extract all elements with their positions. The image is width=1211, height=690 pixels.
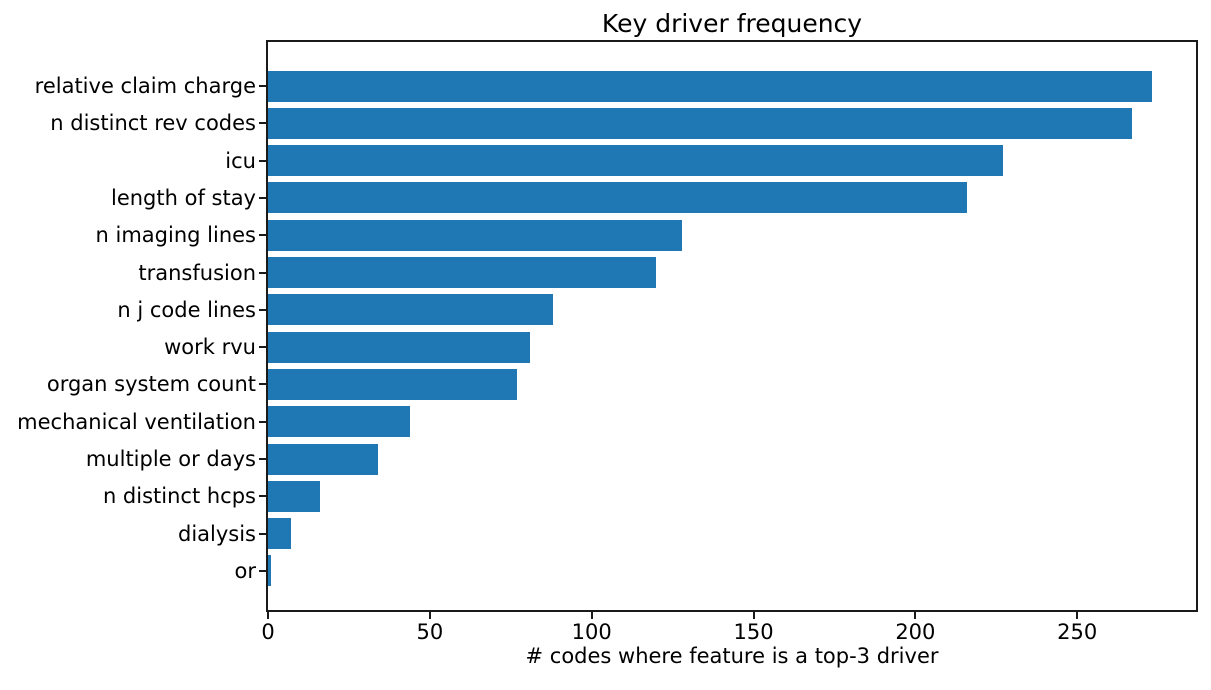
x-tick-label-150: 150	[733, 620, 774, 644]
y-tick-label-work-rvu: work rvu	[164, 335, 256, 360]
x-tick-mark	[914, 612, 917, 619]
y-tick-mark	[259, 532, 266, 535]
y-tick-mark	[259, 196, 266, 199]
bar-n-distinct-rev-codes	[268, 107, 1133, 139]
y-tick-mark	[259, 122, 266, 125]
y-tick-label-organ-system-count: organ system count	[46, 372, 256, 397]
y-tick-label-n-distinct-hcps: n distinct hcps	[102, 484, 256, 509]
bar-dialysis	[268, 518, 291, 550]
y-tick-mark	[259, 159, 266, 162]
y-tick-label-n-distinct-rev-codes: n distinct rev codes	[50, 111, 256, 136]
plot-area	[266, 40, 1198, 612]
bar-n-imaging-lines	[268, 219, 683, 251]
y-tick-mark	[259, 234, 266, 237]
y-tick-label-length-of-stay: length of stay	[110, 185, 256, 210]
y-tick-label-or: or	[234, 558, 256, 583]
x-tick-label-0: 0	[261, 620, 275, 644]
bar-n-distinct-hcps	[268, 480, 320, 512]
y-tick-mark	[259, 495, 266, 498]
bar-relative-claim-charge	[268, 70, 1152, 102]
bar-icu	[268, 145, 1003, 177]
bar-n-j-code-lines	[268, 294, 553, 326]
y-tick-label-icu: icu	[225, 148, 256, 173]
bars-container	[268, 42, 1196, 610]
bar-or	[268, 555, 272, 587]
bar-length-of-stay	[268, 182, 968, 214]
bar-multiple-or-days	[268, 443, 379, 475]
x-tick-mark	[590, 612, 593, 619]
x-axis-label: # codes where feature is a top-3 driver	[525, 644, 939, 668]
y-tick-label-multiple-or-days: multiple or days	[85, 447, 256, 471]
y-tick-mark	[259, 271, 266, 274]
x-tick-mark	[267, 612, 269, 619]
bar-mechanical-ventilation	[268, 406, 411, 438]
y-tick-mark	[259, 85, 266, 87]
y-tick-mark	[259, 569, 266, 572]
y-tick-label-mechanical-ventilation: mechanical ventilation	[17, 409, 256, 434]
x-tick-label-200: 200	[895, 620, 936, 644]
y-tick-mark	[259, 346, 266, 349]
x-tick-label-250: 250	[1057, 620, 1098, 644]
x-tick-mark	[428, 612, 431, 619]
bar-work-rvu	[268, 331, 531, 363]
y-tick-mark	[259, 308, 266, 311]
x-tick-mark	[1076, 612, 1079, 619]
y-tick-label-relative-claim-charge: relative claim charge	[34, 74, 256, 98]
y-tick-mark	[259, 420, 266, 423]
bar-transfusion	[268, 257, 657, 288]
y-tick-label-n-imaging-lines: n imaging lines	[95, 223, 256, 248]
x-tick-mark	[752, 612, 755, 619]
bar-organ-system-count	[268, 368, 518, 400]
x-tick-label-50: 50	[416, 620, 444, 644]
y-tick-label-transfusion: transfusion	[138, 260, 256, 285]
y-tick-mark	[259, 383, 266, 386]
y-tick-mark	[259, 458, 266, 460]
y-tick-label-dialysis: dialysis	[177, 521, 256, 546]
chart-title: Key driver frequency	[601, 9, 863, 38]
x-tick-label-100: 100	[571, 620, 612, 644]
y-tick-label-n-j-code-lines: n j code lines	[117, 297, 256, 322]
